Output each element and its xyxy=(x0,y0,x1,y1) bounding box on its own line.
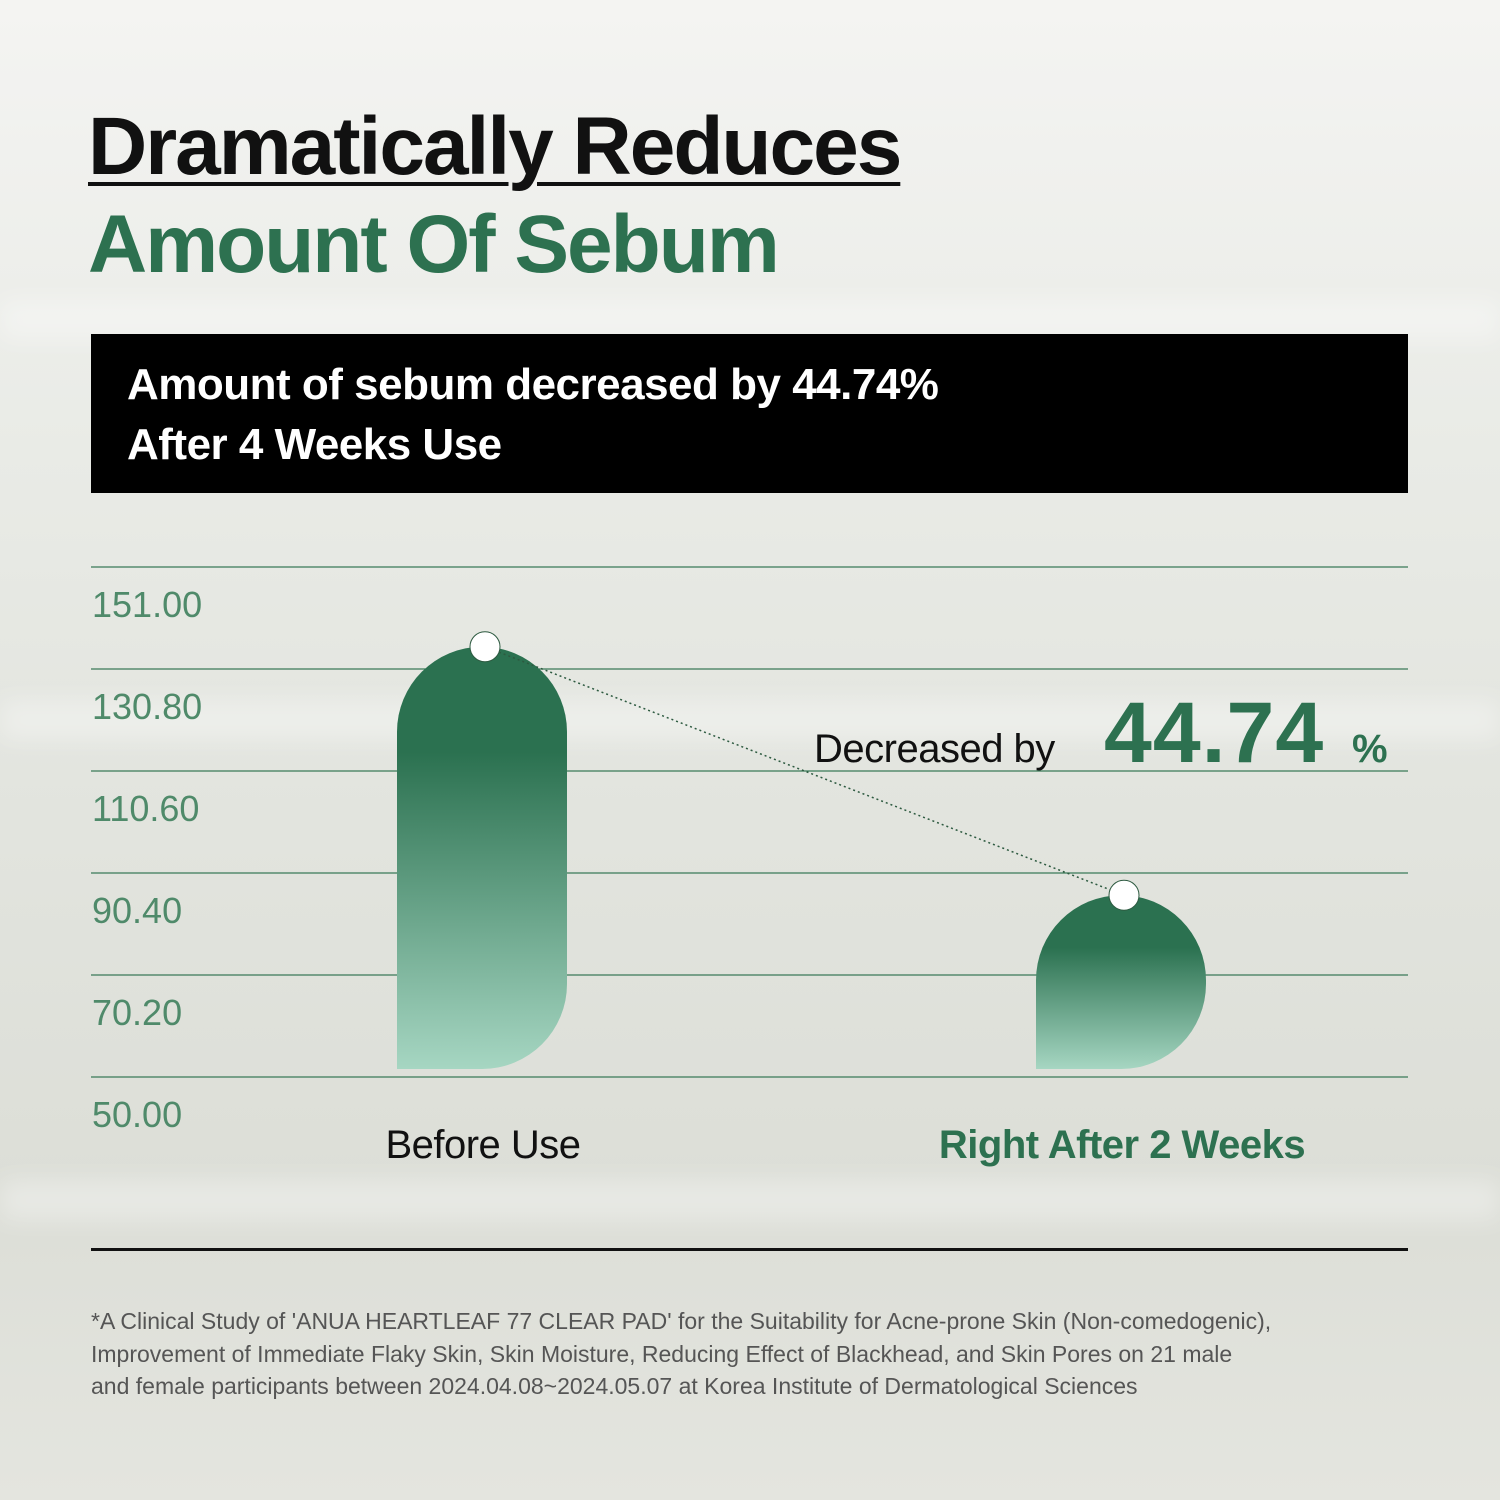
footnote-line: Improvement of Immediate Flaky Skin, Ski… xyxy=(91,1340,1233,1367)
footnote: *A Clinical Study of 'ANUA HEARTLEAF 77 … xyxy=(91,1305,1471,1403)
data-point-marker xyxy=(1108,879,1140,911)
banner-line-2: After 4 Weeks Use xyxy=(127,420,502,469)
y-tick-label: 130.80 xyxy=(92,686,202,727)
footnote-line: *A Clinical Study of 'ANUA HEARTLEAF 77 … xyxy=(91,1308,1272,1334)
divider xyxy=(91,1248,1408,1251)
summary-banner: Amount of sebum decreased by 44.74% Afte… xyxy=(91,334,1408,493)
y-tick-label: 110.60 xyxy=(92,788,199,829)
annotation-prefix: Decreased by xyxy=(814,727,1055,771)
y-tick-label: 70.20 xyxy=(92,992,182,1033)
bar-before xyxy=(397,646,567,1069)
trend-line xyxy=(484,646,1125,896)
y-tick-label: 50.00 xyxy=(92,1094,182,1135)
banner-line-1: Amount of sebum decreased by 44.74% xyxy=(127,360,939,409)
footnote-line: and female participants between 2024.04.… xyxy=(91,1373,1138,1399)
y-tick-label: 151.00 xyxy=(92,584,202,625)
title-line-1: Dramatically Reduces xyxy=(88,101,902,192)
category-label: Before Use xyxy=(385,1123,580,1167)
title-line-2: Amount Of Sebum xyxy=(88,199,780,290)
y-tick-label: 90.40 xyxy=(92,890,182,931)
annotation-value: 44.74 xyxy=(1104,685,1324,781)
annotation-unit: % xyxy=(1352,727,1388,771)
bar-after xyxy=(1036,895,1206,1069)
category-label: Right After 2 Weeks xyxy=(939,1123,1305,1167)
data-point-marker xyxy=(469,631,501,663)
